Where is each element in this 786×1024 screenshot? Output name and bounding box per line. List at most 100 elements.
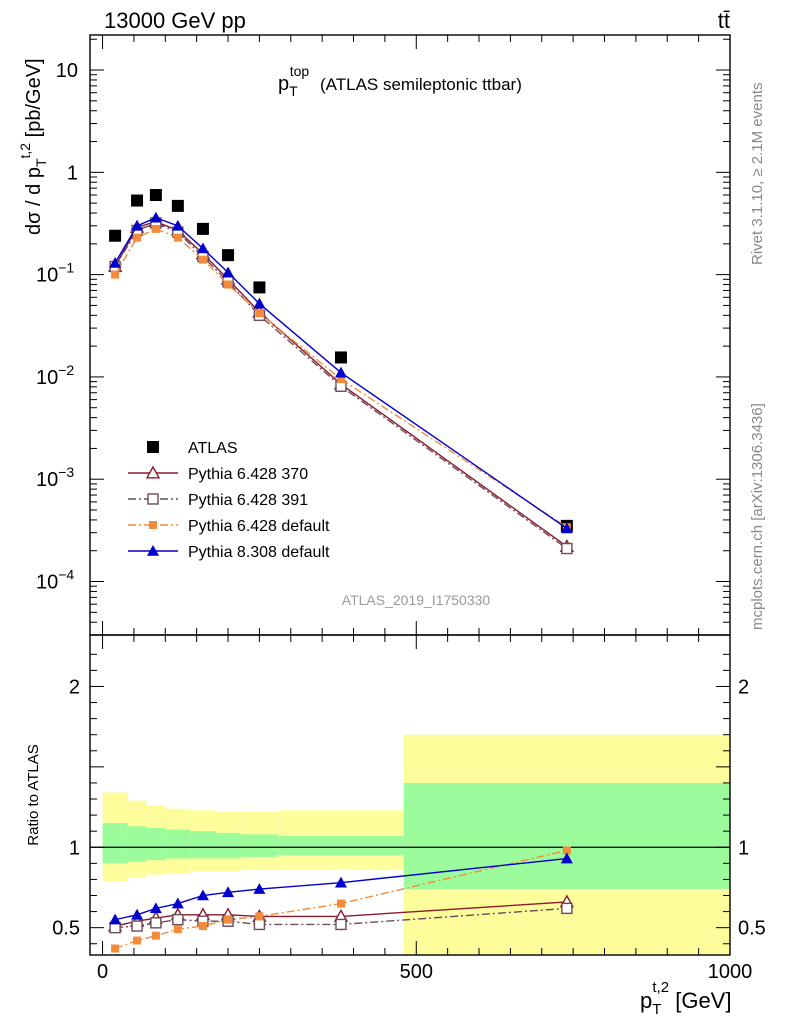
main-ylabel-a: dσ / d p [23, 167, 45, 235]
analysis-id: ATLAS_2019_I1750330 [342, 592, 491, 608]
uncertainty-bands [90, 734, 730, 955]
plot-title-sub: T [289, 83, 298, 99]
band-inner-5 [215, 832, 241, 859]
main-frame [89, 34, 731, 636]
ratio-point-pythia-8-308-default-5 [222, 886, 235, 898]
band-inner-2 [146, 827, 166, 861]
legend-marker-pythia-6-428-391 [147, 493, 159, 505]
main-point-pythia-6-428-default-6 [255, 309, 264, 318]
ratio-point-pythia-6-428-default-1 [133, 936, 142, 945]
band-inner-0 [102, 823, 128, 864]
ratio-point-pythia-8-308-default-6 [253, 883, 266, 894]
ratio-point-pythia-6-428-391-8 [561, 902, 573, 915]
main-point-atlas-6 [253, 281, 266, 294]
xlabel: pTt,2 [GeV] [640, 979, 731, 1018]
legend-label-pythia-6-428-default: Pythia 6.428 default [188, 518, 330, 535]
xtick-label-1: 500 [400, 961, 433, 983]
main-point-atlas-3 [171, 199, 184, 212]
main-point-pythia-6-428-default-1 [133, 233, 142, 242]
ratio-ytick-label-left-0: 0.5 [52, 918, 80, 940]
band-inner-6 [240, 834, 279, 857]
ratio-point-pythia-8-308-default-7 [334, 876, 347, 888]
main-ytick-label-5: 10 [56, 60, 78, 82]
ratio-line-pythia-6-428-391 [115, 907, 567, 929]
energy-label: 13000 GeV pp [104, 8, 246, 33]
main-point-pythia-8-308-default-6 [253, 297, 266, 309]
main-point-pythia-6-428-default-5 [224, 280, 233, 289]
plot-title-sup: top [290, 63, 310, 79]
main-ytick-label-1: 10−3 [36, 464, 74, 491]
main-ytick-base-2: 10 [36, 367, 58, 389]
ratio-point-pythia-8-308-default-2 [149, 902, 162, 914]
xtick-label-0: 0 [97, 961, 108, 983]
main-point-pythia-8-308-default-3 [171, 219, 184, 231]
ratio-point-pythia-8-308-default-8 [560, 852, 573, 864]
ratio-point-pythia-6-428-391-1 [131, 920, 143, 932]
process-label: tt̄ [718, 8, 730, 33]
ratio-point-pythia-6-428-default-6 [255, 912, 264, 921]
main-point-pythia-6-428-default-0 [111, 270, 120, 279]
ratio-point-pythia-6-428-default-3 [173, 925, 182, 934]
main-ylabel-sub: T [33, 158, 49, 167]
band-inner-8 [403, 782, 730, 890]
main-ylabel-b: [pb/GeV] [23, 58, 45, 143]
ratio-frame [89, 634, 731, 956]
ratio-point-pythia-6-428-default-8 [562, 846, 571, 855]
main-point-pythia-6-428-default-7 [336, 375, 345, 384]
main-point-atlas-2 [149, 189, 162, 202]
xtick-label-2: 1000 [708, 961, 753, 983]
main-point-pythia-8-308-default-5 [222, 266, 235, 278]
band-inner-1 [127, 826, 147, 862]
main-point-pythia-8-308-default-1 [131, 219, 144, 231]
main-ytick-exp-3: −1 [58, 260, 74, 276]
main-point-pythia-8-308-default-7 [334, 366, 347, 378]
band-inner-4 [190, 831, 216, 859]
main-ytick-exp-1: −3 [58, 464, 74, 480]
ratio-ytick-label-left-1: 1 [69, 837, 80, 859]
plot-title-rest: (ATLAS semileptonic ttbar) [320, 75, 522, 94]
ratio-ytick-label-left-2: 2 [69, 676, 80, 698]
main-point-atlas-0 [109, 229, 122, 242]
legend-label-atlas: ATLAS [188, 440, 238, 457]
ratio-point-pythia-8-308-default-0 [109, 913, 122, 925]
band-inner-3 [165, 829, 191, 859]
ratio-point-pythia-8-308-default-4 [196, 889, 209, 901]
main-ytick-base-4: 1 [67, 162, 78, 184]
legend-marker-pythia-6-428-370 [145, 465, 161, 479]
legend-label-pythia-8-308-default: Pythia 8.308 default [188, 544, 330, 561]
main-point-pythia-6-428-default-4 [198, 255, 207, 264]
ratio-point-pythia-6-428-default-4 [198, 922, 207, 931]
main-point-atlas-4 [196, 222, 209, 235]
main-point-pythia-8-308-default-4 [196, 242, 209, 254]
main-line-pythia-6-428-default [114, 228, 568, 528]
main-ytick-label-0: 10−4 [36, 567, 74, 594]
main-ytick-label-2: 10−2 [36, 362, 74, 389]
xlabel-unit: [GeV] [669, 988, 731, 1013]
ratio-ytick-label-right-1: 1 [738, 837, 749, 859]
legend-marker-atlas [147, 441, 159, 453]
main-line-pythia-6-428-391 [114, 222, 568, 550]
legend-marker-pythia-6-428-default [149, 521, 157, 529]
main-ytick-base-1: 10 [36, 469, 58, 491]
ratio-point-pythia-6-428-default-7 [336, 899, 345, 908]
ratio-point-pythia-8-308-default-1 [131, 908, 144, 920]
ratio-point-pythia-6-428-391-7 [335, 918, 347, 931]
main-series [107, 189, 575, 555]
main-point-atlas-1 [131, 194, 144, 207]
legend: ATLAS Pythia 6.428 370 Pythia 6.428 391 Pyt… [128, 440, 330, 561]
band-inner-7 [278, 836, 404, 856]
ratio-point-pythia-6-428-default-5 [224, 915, 233, 924]
ratio-ytick-label-right-2: 2 [738, 676, 749, 698]
rivet-label: Rivet 3.1.10, ≥ 2.1M events [749, 83, 766, 266]
main-point-atlas-5 [222, 249, 235, 262]
ratio-point-pythia-6-428-391-3 [172, 913, 184, 926]
main-ytick-label-3: 10−1 [36, 260, 74, 287]
main-point-pythia-8-308-default-2 [149, 211, 162, 223]
plot-title: pTtop [278, 63, 309, 99]
main-ytick-base-3: 10 [36, 265, 58, 287]
ratio-ylabel: Ratio to ATLAS [25, 744, 42, 845]
main-ytick-exp-2: −2 [58, 362, 74, 378]
ratio-ytick-label-right-0: 0.5 [738, 918, 766, 940]
main-point-pythia-6-428-default-2 [151, 224, 160, 233]
